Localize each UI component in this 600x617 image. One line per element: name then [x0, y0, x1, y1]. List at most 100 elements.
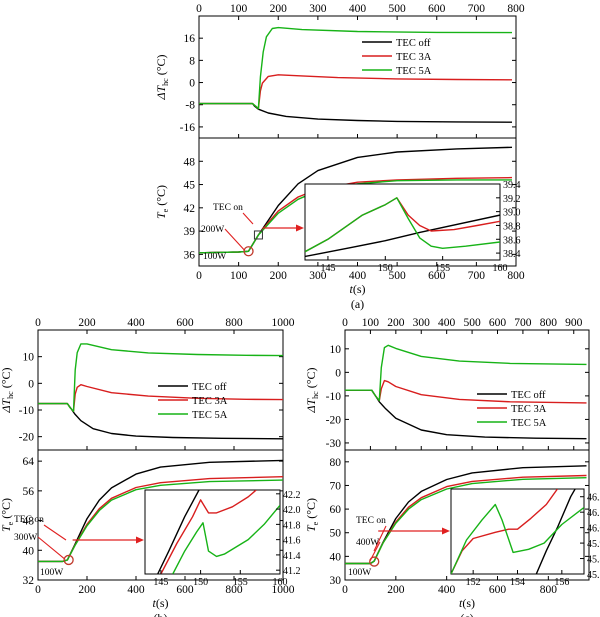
bottom-y-a-tick-label-0: 36 — [184, 249, 196, 261]
top-x-a-tick-label-4: 400 — [349, 3, 367, 15]
ylabel-top-sub: hc — [6, 391, 15, 399]
bottom-a-line-tec-5a — [199, 179, 512, 254]
bottom-x-a-tick-label-6: 600 — [428, 270, 446, 282]
legend-label-tec-3a: TEC 3A — [396, 52, 432, 63]
inset-y-c-tick-label-1: 45.8 — [587, 555, 600, 566]
inset-y-a-tick-label-1: 38.6 — [503, 235, 521, 246]
inset-y-b-tick-label-0: 41.2 — [283, 566, 301, 577]
inset-x-a-tick-label-1: 150 — [378, 263, 393, 274]
inset-x-b-tick-label-1: 150 — [193, 577, 208, 588]
sublabel-c: (c) — [460, 611, 473, 617]
ylabel-bottom-sub: e — [161, 208, 170, 212]
series-group-a — [199, 26, 513, 254]
top-c-line-tec-5a — [345, 344, 587, 402]
top-x-b-tick-label-0: 0 — [35, 317, 41, 329]
y-axis-label-bottom: Te (°C) — [304, 498, 320, 532]
annotation-base-power-a: 100W — [203, 252, 226, 262]
ylabel-top-delta: ΔT — [154, 84, 168, 100]
y-axis-label-bottom: Te (°C) — [0, 498, 15, 532]
xlabel-t: t — [349, 282, 353, 296]
inset-c-line-tec-5a — [451, 503, 584, 574]
bottom-y-b-tick-label-3: 56 — [23, 486, 35, 498]
bottom-x-a-tick-label-5: 500 — [389, 270, 407, 282]
bottom-x-a-tick-label-1: 100 — [230, 270, 248, 282]
annotation-power-b: 300W — [14, 533, 37, 543]
top-y-c-tick-label-3: 0 — [335, 367, 341, 379]
inset-y-c-tick-label-4: 46.1 — [587, 508, 600, 519]
annotation-tec-on-a: TEC on — [213, 203, 243, 213]
top-x-a-tick-label-8: 800 — [507, 3, 525, 15]
inset-x-b-tick-label-0: 145 — [153, 577, 168, 588]
bottom-x-c-tick-label-0: 0 — [342, 584, 348, 596]
bottom-x-b-tick-label-5: 1000 — [272, 584, 295, 596]
inset-x-a-tick-label-3: 160 — [493, 263, 508, 274]
top-x-c-tick-label-0: 0 — [342, 317, 348, 329]
top-y-b-tick-label-2: 0 — [28, 378, 34, 390]
legend-label-tec-off: TEC off — [511, 390, 546, 401]
inset-frame-b — [144, 489, 281, 575]
top-y-b-tick-label-3: 10 — [23, 352, 35, 364]
inset-y-a-tick-label-4: 39.2 — [503, 194, 521, 205]
ylabel-bottom-unit: (°C) — [304, 498, 318, 522]
top-x-c-tick-label-1: 100 — [362, 317, 380, 329]
inset-x-a-tick-label-2: 155 — [435, 263, 450, 274]
inset-y-a-tick-label-3: 39.0 — [503, 208, 521, 219]
top-y-a-tick-label-1: -8 — [185, 100, 195, 112]
bottom-x-b-tick-label-1: 200 — [78, 584, 96, 596]
annotation-power-c: 400W — [356, 538, 379, 548]
annotation-power-arrow-c — [369, 541, 381, 561]
annotation-tec-on-arrow-c — [373, 525, 387, 552]
xlabel-t: t — [152, 596, 156, 610]
tec-on-marker-b — [63, 554, 74, 566]
top-x-a-tick-label-6: 600 — [428, 3, 446, 15]
top-a-line-tec-5a — [199, 26, 513, 110]
bottom-c-line-tec-5a — [345, 477, 587, 565]
inset-arrow-head-c — [442, 527, 450, 535]
top-y-a-tick-label-2: 0 — [189, 78, 195, 90]
annotation-tec-on-arrow-b — [43, 524, 67, 541]
top-x-c-tick-label-9: 900 — [565, 317, 583, 329]
inset-y-c-tick-label-2: 45.9 — [587, 539, 600, 550]
inset-series-b — [157, 490, 280, 574]
y-axis-label-top: ΔThc (°C) — [304, 367, 320, 413]
y-axis-label-top: ΔThc (°C) — [0, 367, 15, 413]
bottom-y-a-tick-label-4: 48 — [184, 156, 196, 168]
xlabel-unit: (s) — [462, 596, 475, 610]
tec-on-marker-c — [369, 556, 380, 567]
bottom-y-b-tick-label-0: 32 — [23, 575, 35, 587]
inset-x-c-tick-label-2: 156 — [554, 577, 569, 588]
bottom-y-b-tick-label-4: 64 — [23, 456, 35, 468]
inset-y-b-tick-label-1: 41.4 — [283, 551, 301, 562]
inset-y-a-tick-label-0: 38.4 — [503, 249, 521, 260]
bottom-x-b-tick-label-2: 400 — [127, 584, 145, 596]
top-y-c-tick-label-1: -20 — [326, 414, 342, 426]
bottom-x-b-tick-label-3: 600 — [176, 584, 194, 596]
plot-frame-c — [344, 329, 590, 581]
top-x-b-tick-label-2: 400 — [127, 317, 145, 329]
xlabel-unit: (s) — [156, 596, 169, 610]
top-x-a-tick-label-5: 500 — [389, 3, 407, 15]
ylabel-top-unit: (°C) — [0, 367, 13, 391]
inset-c: 152 154 156 45.7 45.8 45.9 46.0 46.1 46.2 — [450, 488, 600, 588]
bottom-y-c-tick-label-1: 40 — [330, 551, 342, 563]
bottom-y-c-tick-label-4: 70 — [330, 480, 342, 492]
bottom-x-c-tick-label-2: 400 — [438, 584, 456, 596]
inset-a: 145 150 155 160 38.4 38.6 38.8 39.0 39.2 39.4 — [304, 180, 521, 274]
bottom-x-a-tick-label-7: 700 — [468, 270, 486, 282]
inset-y-c-tick-label-5: 46.2 — [587, 493, 600, 504]
annotation-power-a: 200W — [201, 225, 224, 235]
inset-b-line-tec-5a — [172, 504, 280, 574]
top-x-c-tick-label-8: 800 — [540, 317, 558, 329]
ylabel-bottom-unit: (°C) — [154, 185, 168, 209]
annotation-tec-on-arrow-a — [242, 212, 254, 225]
top-x-c-tick-label-5: 500 — [463, 317, 481, 329]
top-x-a-tick-label-0: 0 — [196, 3, 202, 15]
inset-y-b-tick-label-4: 42.0 — [283, 505, 301, 516]
annotation-power-arrow-a — [224, 228, 245, 251]
ylabel-top-unit: (°C) — [304, 367, 318, 391]
chart-panel-a: 0 100 200 300 400 500 600 700 800 0 100 200 300 400 50… — [154, 3, 525, 311]
inset-x-a-tick-label-0: 145 — [320, 263, 335, 274]
tec-on-marker-a — [243, 246, 254, 257]
annotation-tec-on-c: TEC on — [356, 516, 386, 526]
